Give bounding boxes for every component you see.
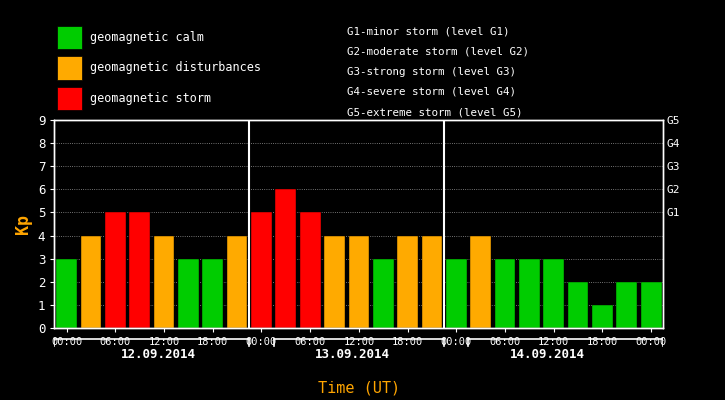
Bar [251,212,272,328]
Bar [202,259,223,328]
Bar [276,189,296,328]
Text: G5-extreme storm (level G5): G5-extreme storm (level G5) [347,107,523,117]
Bar [446,259,467,328]
Bar [154,236,174,328]
Bar [519,259,539,328]
Bar [471,236,491,328]
Bar [641,282,661,328]
Bar [349,236,369,328]
Bar [324,236,345,328]
Bar [80,236,102,328]
Text: geomagnetic disturbances: geomagnetic disturbances [90,62,261,74]
Bar [592,305,613,328]
Text: G1-minor storm (level G1): G1-minor storm (level G1) [347,26,510,36]
Y-axis label: Kp: Kp [14,214,33,234]
Text: G4-severe storm (level G4): G4-severe storm (level G4) [347,87,516,97]
Text: 13.09.2014: 13.09.2014 [315,348,390,360]
Bar [422,236,442,328]
Bar [57,26,82,49]
Text: G3-strong storm (level G3): G3-strong storm (level G3) [347,67,516,77]
Bar [57,259,77,328]
Text: Time (UT): Time (UT) [318,380,400,396]
Bar [568,282,589,328]
Text: G2-moderate storm (level G2): G2-moderate storm (level G2) [347,47,529,57]
Bar [300,212,320,328]
Bar [129,212,150,328]
Bar [397,236,418,328]
Text: geomagnetic storm: geomagnetic storm [90,92,211,105]
Bar [494,259,515,328]
Text: 12.09.2014: 12.09.2014 [120,348,196,360]
Bar [544,259,564,328]
Bar [616,282,637,328]
Bar [105,212,125,328]
Bar [57,87,82,110]
Bar [227,236,247,328]
Text: geomagnetic calm: geomagnetic calm [90,31,204,44]
Bar [57,56,82,80]
Bar [373,259,394,328]
Bar [178,259,199,328]
Text: 14.09.2014: 14.09.2014 [510,348,585,360]
